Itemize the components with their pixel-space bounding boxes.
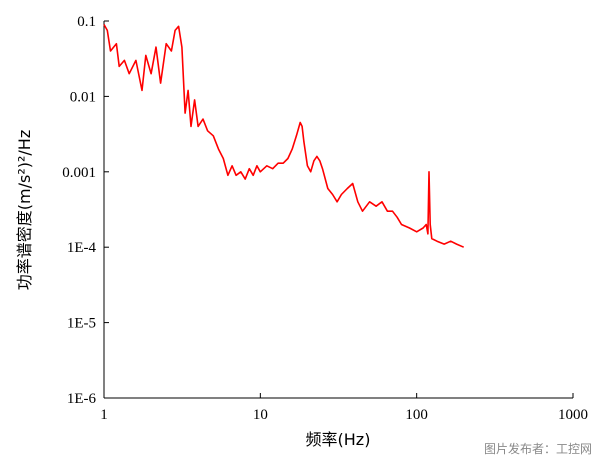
- x-tick-label: 100: [405, 407, 428, 423]
- y-tick-label: 0.01: [70, 89, 96, 105]
- y-ticks: 0.1 0.01 0.001 1E-4 1E-5 1E-6: [62, 14, 109, 407]
- y-tick-label: 0.001: [62, 165, 96, 181]
- watermark: 图片发布者：工控网: [483, 442, 592, 456]
- x-tick-label: 1: [100, 407, 108, 423]
- x-ticks: 1 10 100 1000: [100, 393, 588, 423]
- y-tick-label: 1E-6: [67, 391, 97, 407]
- x-tick-label: 10: [253, 407, 268, 423]
- y-tick-label: 1E-5: [67, 316, 96, 332]
- x-tick-label: 1000: [558, 407, 588, 423]
- psd-series-line: [103, 24, 465, 248]
- y-axis-title: 功率谱密度(m/s²)²/Hz: [15, 130, 34, 290]
- y-tick-label: 1E-4: [67, 240, 97, 256]
- x-axis-title: 频率(Hz): [306, 430, 371, 449]
- y-tick-label: 0.1: [77, 14, 96, 30]
